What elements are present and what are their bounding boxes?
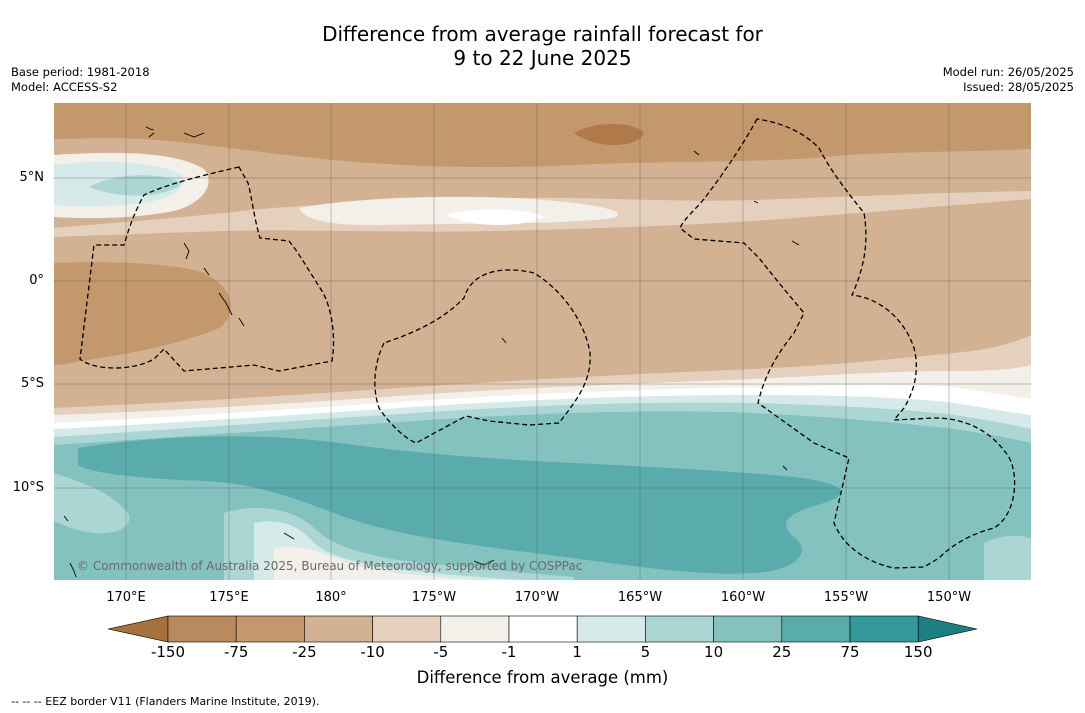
colorbar-swatch bbox=[440, 615, 510, 643]
field-north-dry bbox=[54, 103, 1031, 168]
y-tick-10s: 10°S bbox=[12, 480, 44, 495]
copyright-note: © Commonwealth of Australia 2025, Bureau… bbox=[77, 559, 583, 573]
issued-date: Issued: 28/05/2025 bbox=[963, 80, 1074, 94]
colorbar-swatch bbox=[849, 615, 919, 643]
colorbar-tick-label: -150 bbox=[150, 643, 186, 661]
eez-footnote: -- -- -- EEZ border V11 (Flanders Marine… bbox=[11, 695, 320, 708]
colorbar-tick-label: -5 bbox=[433, 643, 449, 661]
map-title-line1: Difference from average rainfall forecas… bbox=[322, 22, 763, 46]
field-light-band-white bbox=[446, 209, 544, 225]
x-tick-150w: 150°W bbox=[926, 590, 972, 605]
colorbar-tick-label: -25 bbox=[292, 643, 317, 661]
colorbar-arrow-low bbox=[107, 615, 169, 643]
model-name: Model: ACCESS-S2 bbox=[11, 80, 118, 94]
colorbar-tick-label: 10 bbox=[704, 643, 724, 661]
colorbar-tick-label: 1 bbox=[572, 643, 582, 661]
islands bbox=[63, 126, 800, 578]
eez-central bbox=[374, 269, 591, 444]
colorbar-tick-label: -10 bbox=[360, 643, 385, 661]
x-tick-165w: 165°W bbox=[617, 590, 663, 605]
y-tick-0: 0° bbox=[29, 273, 44, 288]
eez-tuvalu-kiribati-west bbox=[79, 166, 335, 372]
colorbar-arrow-high bbox=[917, 615, 978, 643]
eez-borders bbox=[79, 118, 1016, 569]
colorbar-tick-label: -1 bbox=[501, 643, 517, 661]
colorbar-swatch bbox=[576, 615, 646, 643]
colorbar bbox=[107, 615, 978, 643]
rainfall-anomaly-map bbox=[54, 103, 1031, 580]
colorbar-swatch bbox=[167, 615, 237, 643]
y-tick-5s: 5°S bbox=[20, 376, 44, 391]
model-run: Model run: 26/05/2025 bbox=[942, 65, 1074, 79]
x-tick-175w: 175°W bbox=[411, 590, 457, 605]
x-tick-175e: 175°E bbox=[209, 590, 249, 605]
x-tick-180: 180° bbox=[315, 590, 347, 605]
x-tick-160w: 160°W bbox=[720, 590, 766, 605]
field-north-dry-core bbox=[574, 124, 644, 146]
meta-right: Model run: 26/05/2025 Issued: 28/05/2025 bbox=[943, 65, 1074, 95]
colorbar-swatch bbox=[781, 615, 851, 643]
meta-left: Base period: 1981-2018 Model: ACCESS-S2 bbox=[11, 65, 150, 95]
eez-east bbox=[679, 118, 1016, 569]
x-tick-155w: 155°W bbox=[823, 590, 869, 605]
colorbar-tick-label: 150 bbox=[903, 643, 933, 661]
base-period: Base period: 1981-2018 bbox=[11, 65, 150, 79]
graticule bbox=[54, 103, 1031, 580]
field-nw-wet-core bbox=[89, 175, 182, 196]
colorbar-swatch bbox=[235, 615, 305, 643]
colorbar-tick-label: 25 bbox=[772, 643, 792, 661]
x-tick-170w: 170°W bbox=[514, 590, 560, 605]
colorbar-swatch bbox=[645, 615, 714, 643]
field-west-dry bbox=[54, 262, 231, 365]
map-title-line2: 9 to 22 June 2025 bbox=[453, 46, 632, 70]
colorbar-tick-label: 5 bbox=[640, 643, 651, 661]
colorbar-title: Difference from average (mm) bbox=[416, 668, 669, 687]
colorbar-tick-label: -75 bbox=[223, 643, 249, 661]
colorbar-swatch bbox=[304, 615, 373, 643]
y-tick-5n: 5°N bbox=[19, 170, 45, 185]
field-south-pocket-inner bbox=[274, 546, 474, 580]
colorbar-tick-label: 75 bbox=[840, 643, 860, 661]
x-tick-170e: 170°E bbox=[106, 590, 146, 605]
field-se-wet bbox=[984, 535, 1031, 580]
colorbar-swatch bbox=[372, 615, 442, 643]
colorbar-swatch bbox=[713, 615, 783, 643]
field-wet-core bbox=[78, 436, 841, 574]
colorbar-swatch bbox=[508, 615, 578, 643]
